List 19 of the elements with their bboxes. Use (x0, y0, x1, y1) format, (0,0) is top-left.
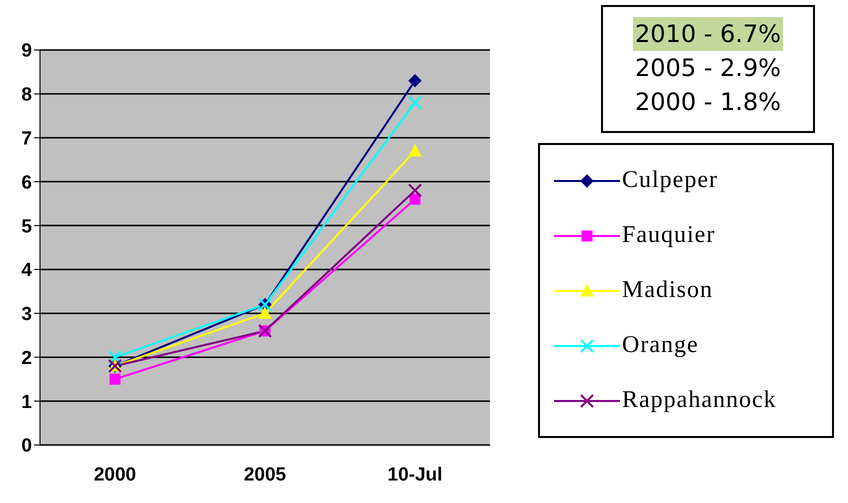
y-tick-label: 1 (21, 392, 32, 413)
legend-label: Fauquier (622, 222, 716, 249)
y-tick-label: 3 (21, 304, 32, 326)
legend-label: Madison (622, 277, 713, 304)
x-tick-label: 2000 (94, 464, 136, 486)
y-tick-label: 9 (21, 40, 32, 62)
y-tick-label: 7 (21, 128, 32, 150)
legend-label: Culpeper (622, 167, 718, 194)
y-tick-label: 5 (21, 216, 32, 238)
x-tick-label: 2005 (244, 464, 287, 486)
y-tick-label: 8 (21, 84, 32, 106)
x-tick-label: 10-Jul (388, 464, 442, 486)
y-tick-label: 0 (21, 436, 32, 457)
legend-label: Orange (622, 332, 699, 359)
y-tick-label: 2 (21, 348, 32, 369)
legend-label: Rappahannock (622, 387, 777, 414)
y-tick-label: 6 (21, 172, 32, 194)
note-box: 2010 - 6.7% 2005 - 2.9% 2000 - 1.8% (601, 5, 815, 133)
y-tick-label: 4 (21, 260, 32, 282)
